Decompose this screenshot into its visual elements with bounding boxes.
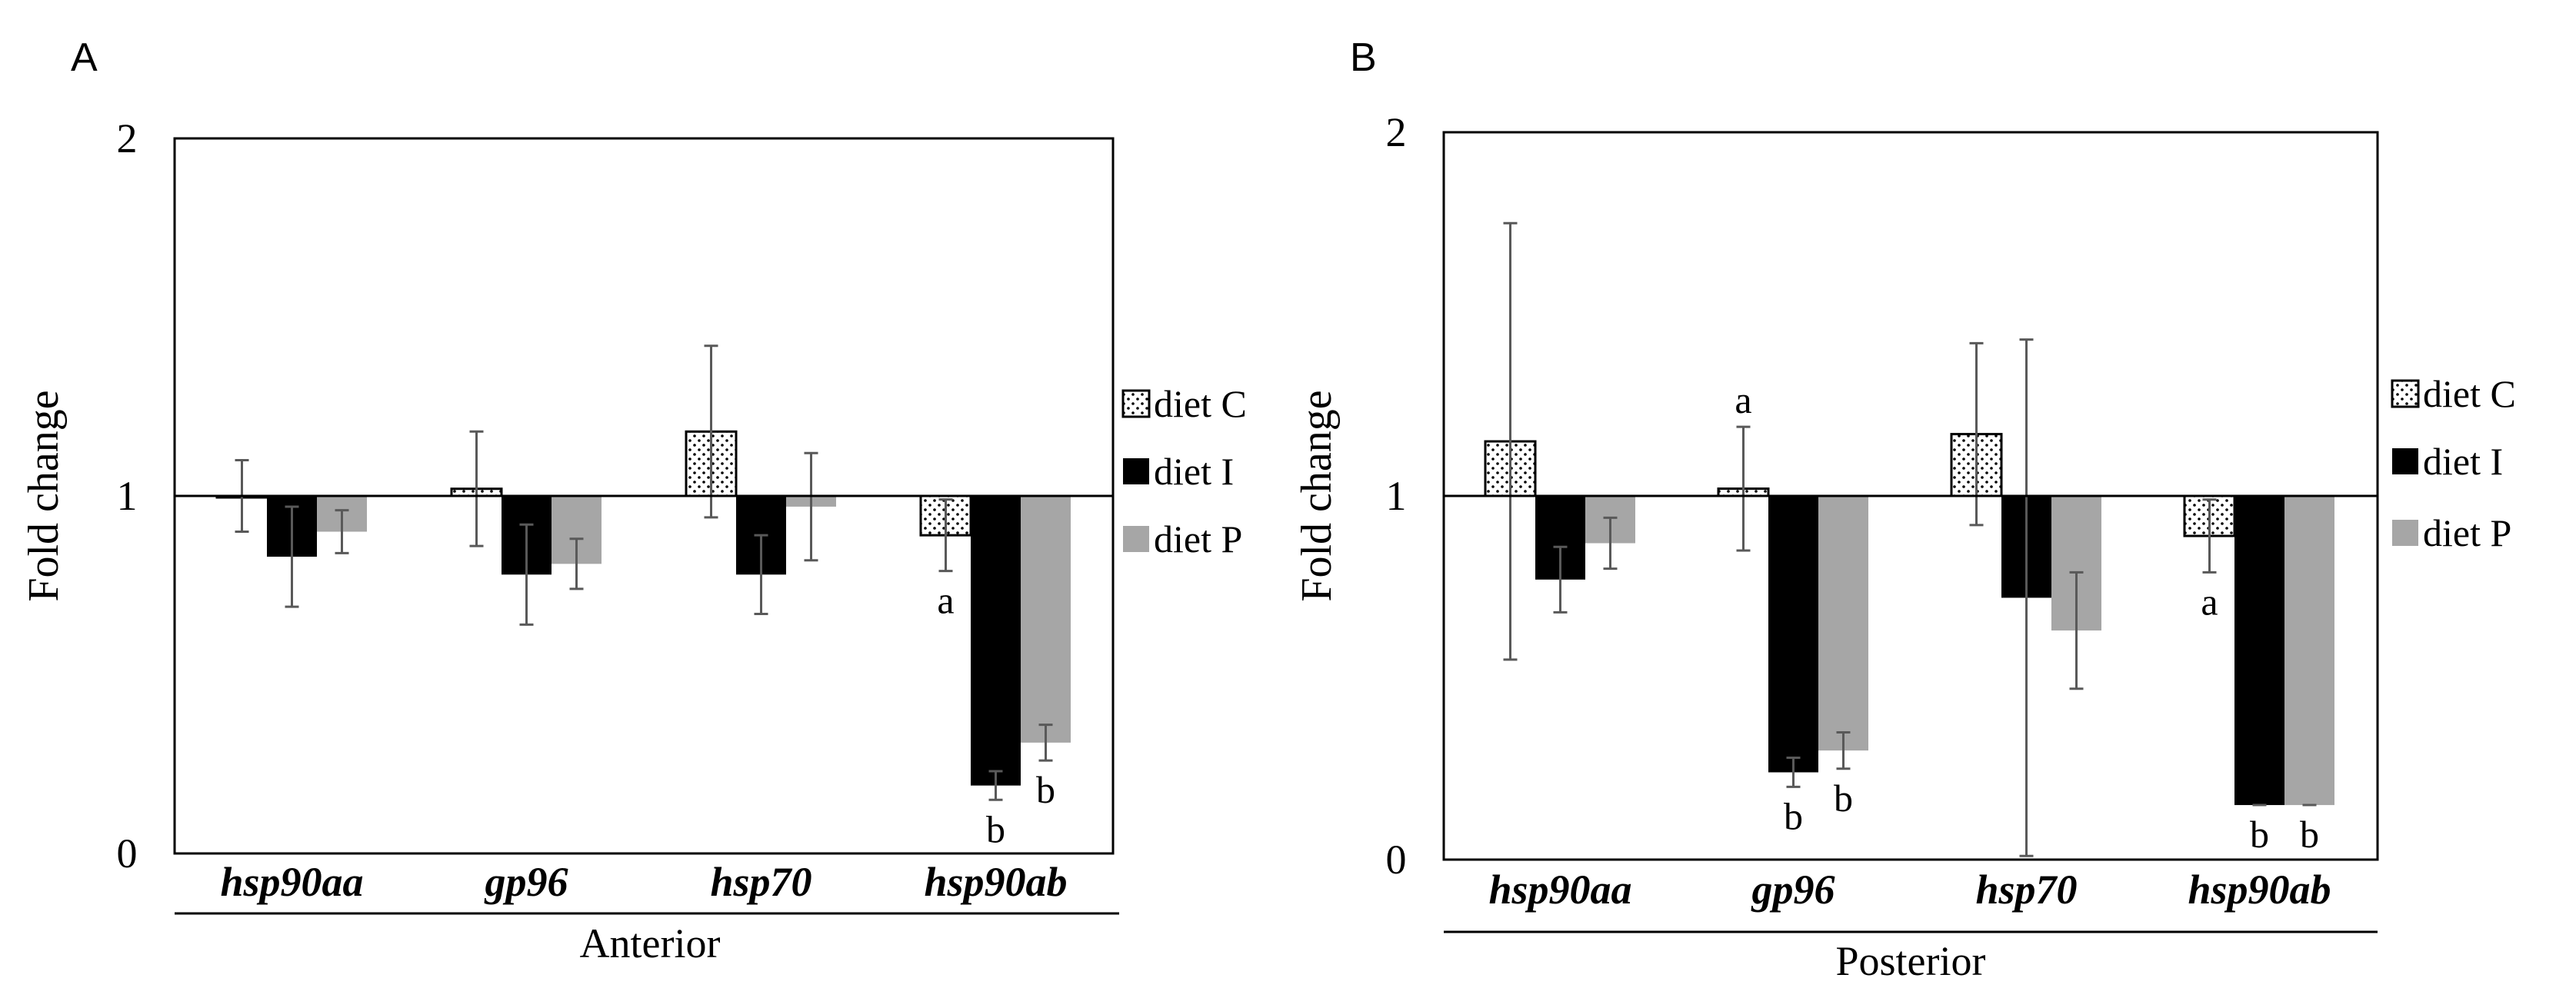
- category-label: hsp90aa: [220, 859, 363, 905]
- significance-label: b: [986, 807, 1005, 850]
- significance-label: a: [1735, 378, 1751, 421]
- category-label: hsp90ab: [924, 859, 1067, 905]
- y-tick-label: 2: [117, 115, 138, 161]
- legend-label: diet I: [2423, 440, 2503, 483]
- legend-label: diet P: [1154, 517, 1242, 561]
- bar: [1818, 496, 1868, 751]
- category-label: hsp70: [710, 859, 811, 905]
- y-tick-label: 0: [117, 830, 138, 877]
- y-axis-label: Fold change: [1293, 390, 1341, 601]
- panel-label: B: [1350, 35, 1377, 80]
- panel-label: A: [71, 35, 98, 80]
- bar: [2284, 496, 2334, 806]
- bar: [1768, 496, 1818, 773]
- legend-label: diet C: [2423, 372, 2516, 415]
- legend-label: diet P: [2423, 511, 2511, 554]
- category-label: hsp70: [1975, 867, 2077, 913]
- legend-swatch: [2392, 448, 2418, 474]
- category-label: hsp90aa: [1488, 867, 1631, 913]
- significance-label: b: [2250, 813, 2269, 856]
- significance-label: a: [937, 579, 954, 622]
- y-tick-label: 2: [1386, 109, 1407, 155]
- significance-label: b: [2300, 813, 2319, 856]
- significance-label: b: [1784, 794, 1803, 837]
- significance-label: b: [1834, 777, 1853, 820]
- y-tick-label: 1: [1386, 473, 1407, 519]
- bar: [971, 496, 1021, 786]
- region-label: Anterior: [580, 920, 721, 966]
- legend-swatch: [1121, 389, 1151, 418]
- region-label: Posterior: [1836, 938, 1986, 984]
- bar: [1021, 496, 1071, 743]
- legend-swatch: [1123, 458, 1149, 484]
- y-axis-label: Fold change: [20, 390, 68, 601]
- y-tick-label: 1: [117, 473, 138, 519]
- significance-label: b: [1036, 768, 1055, 811]
- bar: [2234, 496, 2284, 806]
- panel-anterior: A 0 1 2 Fold change hsp90aa gp96 hsp70 a bb hsp90a…: [20, 35, 1247, 966]
- y-tick-label: 0: [1386, 837, 1407, 883]
- legend-label: diet C: [1154, 382, 1247, 425]
- legend-swatch: [1123, 526, 1149, 552]
- category-label: gp96: [485, 859, 568, 905]
- significance-label: a: [2201, 580, 2218, 623]
- category-label: gp96: [1751, 867, 1835, 913]
- category-label: hsp90ab: [2188, 867, 2331, 913]
- legend-swatch: [2392, 520, 2418, 546]
- legend-label: diet I: [1154, 450, 1234, 493]
- legend-swatch: [2391, 379, 2420, 408]
